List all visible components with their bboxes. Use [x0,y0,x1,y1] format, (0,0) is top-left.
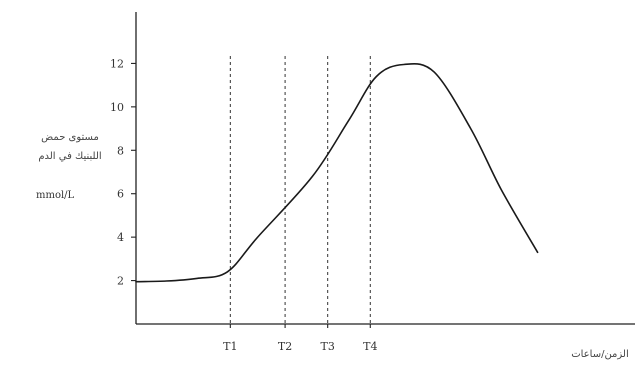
y-axis-label-line-1: مستوى حمض [41,132,99,143]
time-markers: T1 T2 T3 T4 [223,56,377,353]
y-tick-label: 8 [117,144,124,157]
y-tick-label: 4 [117,231,124,244]
y-axis-unit: mmol/L [36,190,75,201]
y-tick-label: 10 [110,101,124,114]
marker-label-t3: T3 [321,340,335,353]
y-tick-label: 12 [110,57,124,70]
y-tick-label: 2 [117,275,124,288]
lactic-acid-curve [135,62,539,283]
x-axis-label: الزمن/ساعات [571,349,629,360]
marker-label-t1: T1 [223,340,237,353]
text-layer: مستوى حمض اللبنيك في الدم mmol/L الزمن/س… [36,132,629,360]
y-tick-label: 6 [117,188,124,201]
marker-label-t2: T2 [278,340,292,353]
marker-label-t4: T4 [363,340,377,353]
y-axis-label-line-2: اللبنيك في الدم [38,151,101,162]
curve-layer [135,62,539,283]
axes: 2 4 6 8 10 12 [110,12,635,325]
